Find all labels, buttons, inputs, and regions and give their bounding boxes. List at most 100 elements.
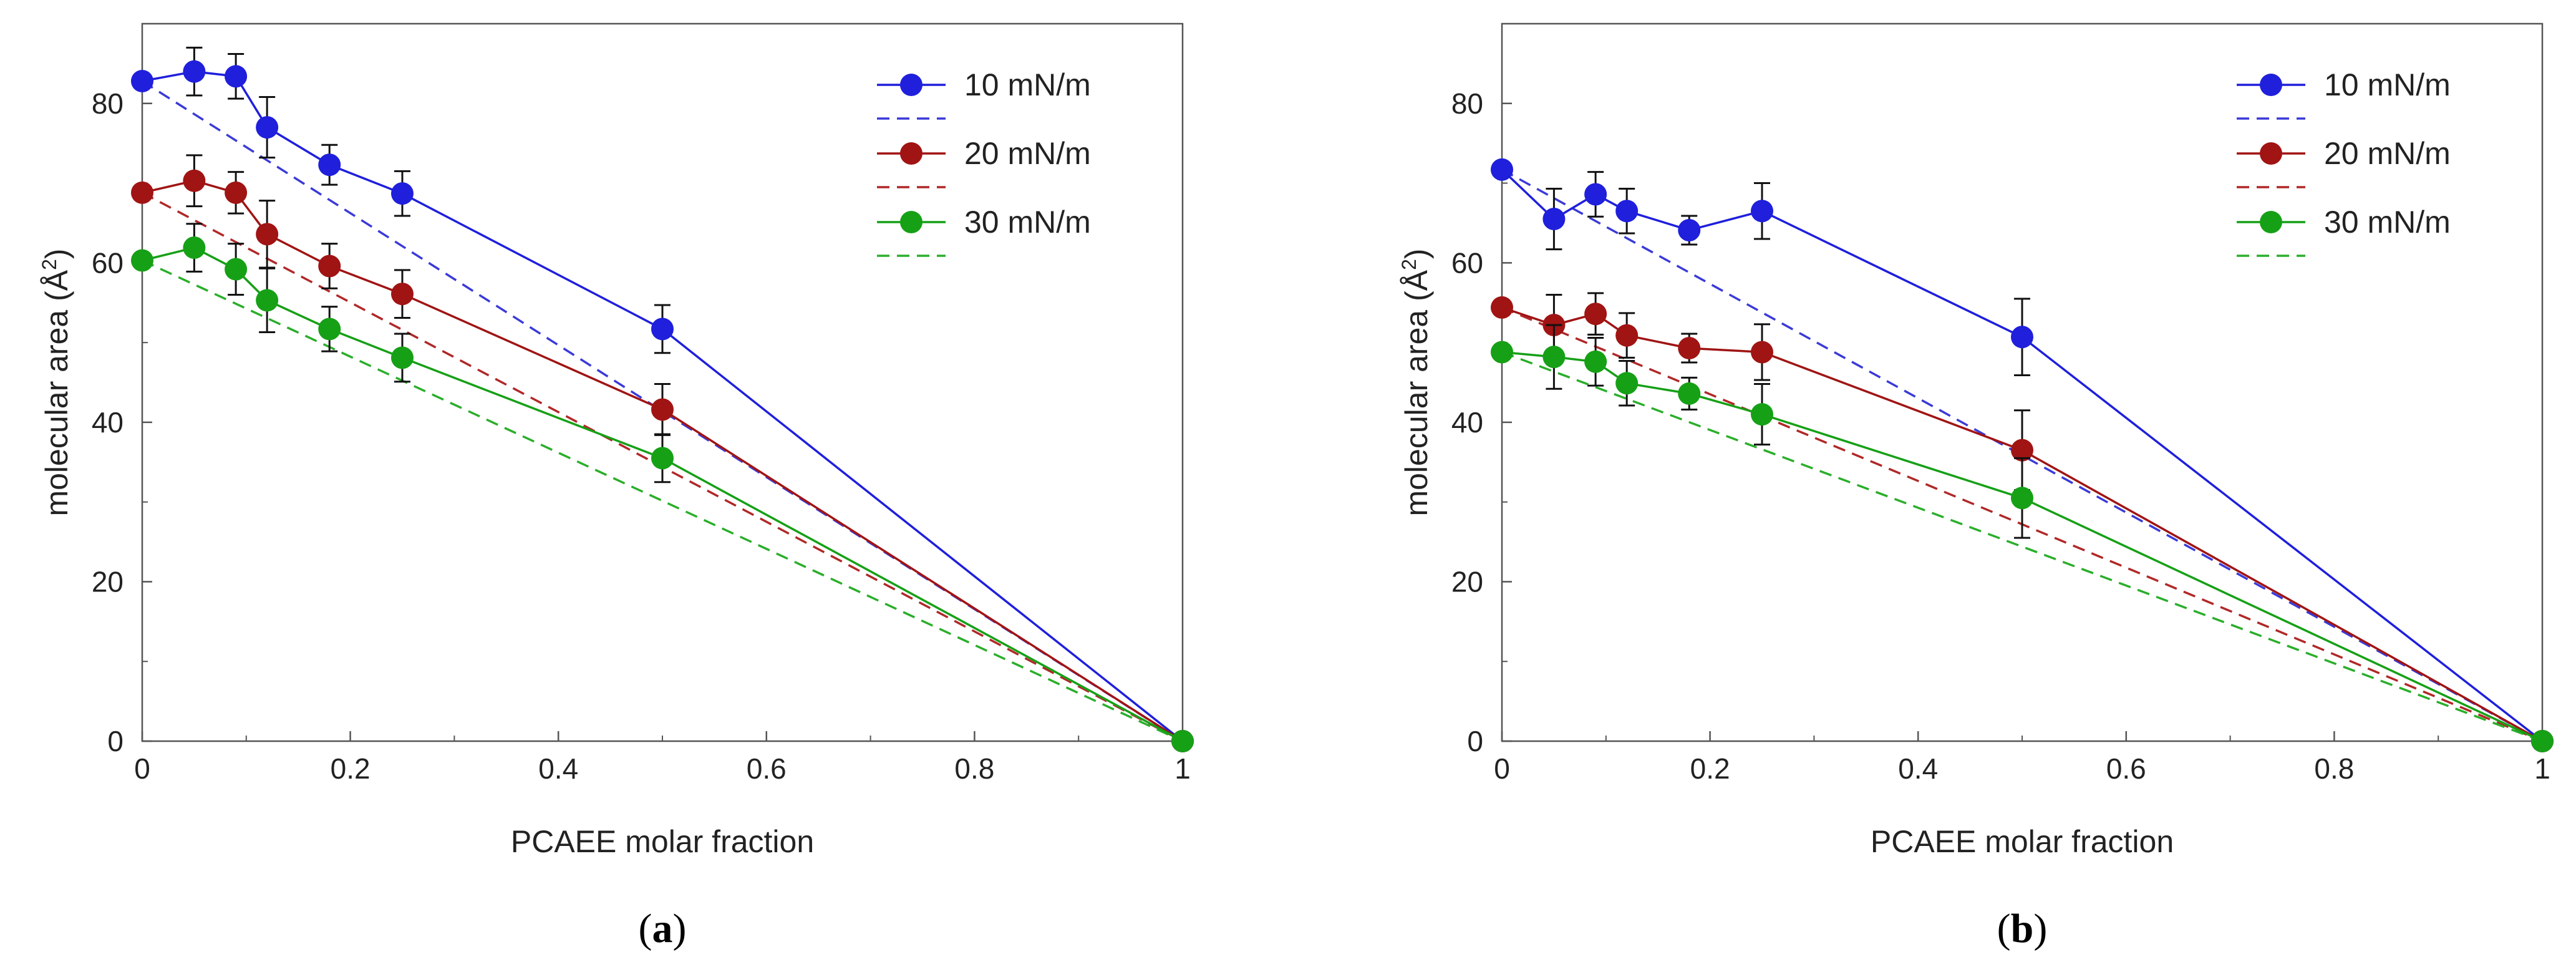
ideal-line-2 bbox=[142, 259, 1183, 742]
y-tick-label: 0 bbox=[107, 725, 123, 757]
data-point bbox=[318, 318, 341, 341]
y-tick-label: 20 bbox=[92, 565, 123, 598]
panel-label: (b) bbox=[1997, 906, 2048, 951]
legend-marker bbox=[900, 211, 922, 233]
data-point bbox=[225, 258, 248, 281]
data-point bbox=[1491, 341, 1513, 364]
data-point bbox=[131, 70, 153, 92]
legend-marker bbox=[2260, 211, 2282, 233]
data-point bbox=[651, 398, 674, 421]
y-axis-title-end: ) bbox=[39, 248, 74, 259]
x-tick-label: 0 bbox=[134, 752, 150, 785]
panel-label-close: ) bbox=[2033, 906, 2047, 951]
x-axis-title: PCAEE molar fraction bbox=[1871, 824, 2174, 859]
chart-panel-b: 0 0.2 0.4 0.6 0.8 1 0 20 40 60 80 PCAEE molar fract… bbox=[1398, 22, 2554, 951]
y-axis-title-superscript: 2 bbox=[1398, 259, 1420, 270]
data-point bbox=[651, 318, 674, 341]
panel-label-letter: a bbox=[652, 906, 673, 951]
data-point bbox=[225, 65, 248, 88]
y-axis-title: molecular area (Å2) bbox=[38, 248, 74, 516]
x-tick-label: 1 bbox=[1174, 752, 1191, 785]
y-tick-label: 40 bbox=[92, 406, 123, 439]
data-point bbox=[2011, 326, 2033, 349]
x-tick-label: 0.8 bbox=[954, 752, 994, 785]
data-point bbox=[1171, 730, 1194, 752]
legend-marker bbox=[2260, 142, 2282, 165]
data-point bbox=[318, 255, 341, 278]
data-point bbox=[1751, 341, 1773, 364]
data-point bbox=[1584, 350, 1607, 373]
data-point bbox=[1542, 208, 1566, 231]
data-point bbox=[651, 447, 674, 470]
panel-label-open: ( bbox=[639, 906, 652, 951]
data-point bbox=[1615, 200, 1639, 223]
y-tick-label: 0 bbox=[1467, 725, 1483, 757]
y-axis-title: molecular area (Å2) bbox=[1398, 248, 1434, 516]
data-point bbox=[2011, 487, 2033, 510]
panel-label-letter: b bbox=[2011, 906, 2034, 951]
data-point bbox=[131, 249, 153, 272]
y-tick-label: 80 bbox=[1451, 87, 1483, 120]
y-tick-label: 20 bbox=[1451, 565, 1483, 598]
legend-label: 20 mN/m bbox=[964, 136, 1091, 171]
data-point bbox=[1678, 337, 1701, 360]
x-axis-title: PCAEE molar fraction bbox=[511, 824, 814, 859]
panel-label-close: ) bbox=[673, 906, 687, 951]
x-tick-label: 0.4 bbox=[1898, 752, 1938, 785]
ideal-line-0 bbox=[1501, 168, 2543, 742]
y-axis-title-main: molecular area (Å bbox=[39, 270, 74, 516]
x-tick-label: 0.2 bbox=[1690, 752, 1730, 785]
y-tick-label: 60 bbox=[1451, 246, 1483, 279]
data-point bbox=[256, 223, 279, 246]
x-tick-label: 1 bbox=[2534, 752, 2550, 785]
x-tick-label: 0.4 bbox=[538, 752, 578, 785]
data-point bbox=[183, 60, 206, 83]
legend-label: 10 mN/m bbox=[964, 67, 1091, 102]
data-point bbox=[2011, 439, 2033, 462]
panel-label: (a) bbox=[639, 906, 687, 951]
chart-panel-a: 0 0.2 0.4 0.6 0.8 1 0 20 40 60 80 PCAEE molar fract… bbox=[38, 22, 1194, 951]
data-point bbox=[391, 346, 414, 369]
y-tick-label: 40 bbox=[1451, 406, 1483, 439]
y-tick-label: 60 bbox=[92, 246, 123, 279]
data-point bbox=[1678, 382, 1701, 405]
data-point bbox=[391, 283, 414, 306]
data-point bbox=[1615, 372, 1639, 395]
x-tick-label: 0.8 bbox=[2314, 752, 2354, 785]
legend-marker bbox=[900, 142, 922, 165]
y-axis-title-superscript: 2 bbox=[38, 259, 61, 270]
data-point bbox=[318, 153, 341, 177]
legend-label: 10 mN/m bbox=[2324, 67, 2451, 102]
data-point bbox=[1584, 303, 1607, 326]
data-point bbox=[391, 182, 414, 205]
data-point bbox=[1751, 403, 1773, 426]
legend-marker bbox=[2260, 74, 2282, 96]
data-point bbox=[1491, 158, 1513, 181]
legend-label: 20 mN/m bbox=[2324, 136, 2451, 171]
x-tick-label: 0.6 bbox=[2106, 752, 2146, 785]
data-point bbox=[1615, 324, 1639, 347]
ideal-line-2 bbox=[1501, 351, 2543, 742]
data-point bbox=[256, 289, 279, 312]
data-point bbox=[1542, 346, 1566, 369]
data-point bbox=[1491, 296, 1513, 319]
data-point bbox=[183, 169, 206, 192]
legend-marker bbox=[900, 74, 922, 96]
panel-label-open: ( bbox=[1997, 906, 2011, 951]
data-point bbox=[1751, 200, 1773, 223]
y-axis-title-main: molecular area (Å bbox=[1399, 270, 1434, 516]
data-point bbox=[131, 181, 153, 204]
x-tick-label: 0 bbox=[1494, 752, 1510, 785]
data-point bbox=[2531, 730, 2554, 752]
x-tick-label: 0.6 bbox=[747, 752, 787, 785]
y-axis-title-end: ) bbox=[1399, 248, 1434, 259]
y-tick-label: 80 bbox=[92, 87, 123, 120]
data-point bbox=[1584, 183, 1607, 206]
x-tick-label: 0.2 bbox=[331, 752, 370, 785]
data-point bbox=[1678, 218, 1701, 241]
legend-label: 30 mN/m bbox=[964, 205, 1091, 240]
legend-label: 30 mN/m bbox=[2324, 205, 2451, 240]
data-point bbox=[256, 116, 279, 139]
